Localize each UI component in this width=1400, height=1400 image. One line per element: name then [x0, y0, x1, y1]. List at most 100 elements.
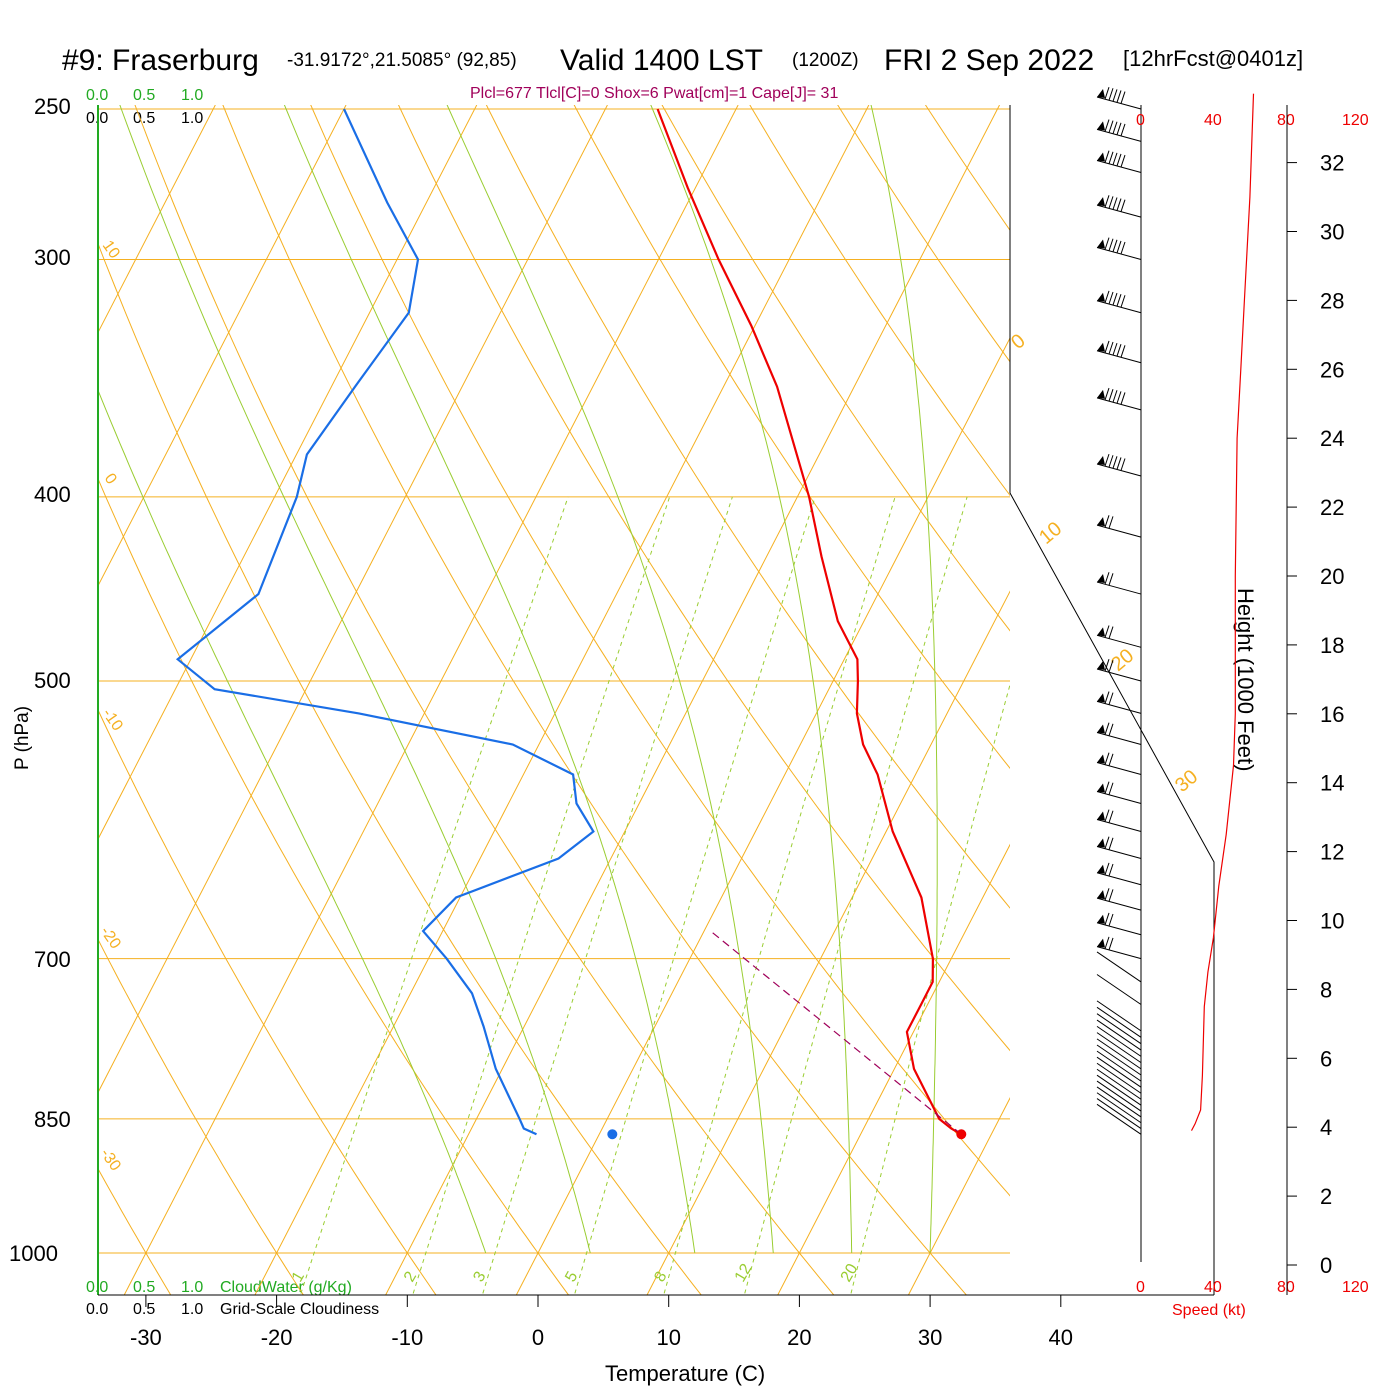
wind-barb-staff — [1096, 946, 1142, 960]
wind-barb-feather — [1112, 89, 1118, 102]
wind-barb-feather — [1116, 391, 1122, 404]
wind-barb — [1096, 1050, 1142, 1082]
wind-barb-feather — [1108, 389, 1114, 402]
isotherm-line — [385, 105, 1000, 1295]
wind-barb-staff — [1096, 1068, 1142, 1100]
wind-barb-staff — [1096, 397, 1142, 411]
wind-barb-staff — [1096, 1062, 1142, 1094]
wind-barb-flag — [1097, 517, 1105, 527]
dry-adiabat — [573, 105, 1010, 769]
wind-barb-feather — [1104, 809, 1110, 822]
x-axis-label: Temperature (C) — [605, 1361, 765, 1386]
speed-tick-top-80: 80 — [1277, 112, 1295, 129]
wind-barb-feather — [1108, 723, 1114, 736]
wind-barb-flag — [1097, 724, 1105, 734]
wind-barb-feather — [1108, 341, 1114, 355]
cloudwater-scale-bottom-1: 0.5 — [133, 1279, 155, 1296]
dry-adiabat — [222, 105, 968, 1295]
parcel-path-line — [710, 930, 962, 1135]
mixing-ratio-line — [743, 496, 968, 1295]
wind-speed-profile — [1190, 93, 1255, 1131]
height-tick-label: 0 — [1320, 1253, 1332, 1278]
height-tick-label: 8 — [1320, 977, 1332, 1002]
wind-barb-staff — [1096, 1006, 1142, 1038]
cloudiness-scale-bottom-1: 0.5 — [133, 1301, 155, 1318]
dew-point-line — [175, 108, 595, 1136]
dry-adiabat — [310, 105, 1010, 1197]
wind-barb — [1096, 1044, 1142, 1076]
wind-barb-feather — [1116, 294, 1122, 307]
wind-barb-staff — [1096, 204, 1142, 218]
dry-adiabat — [98, 1167, 172, 1295]
moist-adiabat — [870, 105, 938, 1254]
dry-adiabat — [98, 242, 702, 1295]
mixing-ratio-line — [663, 496, 896, 1295]
dry-adiabat — [98, 938, 304, 1295]
wind-barb-staff — [1096, 1056, 1142, 1088]
wind-barb-feather — [1120, 345, 1126, 358]
wind-barb-staff — [1096, 1013, 1142, 1045]
wind-barb — [1096, 781, 1142, 804]
mixing-ratio-line — [573, 496, 816, 1295]
wind-barb-flag — [1097, 121, 1105, 131]
wind-barb — [1096, 1056, 1142, 1088]
wind-barb-feather — [1104, 340, 1110, 354]
wind-barb-staff — [1096, 762, 1142, 776]
adiabat-label: 10 — [1035, 518, 1066, 549]
wind-barb-staff — [1096, 1000, 1142, 1032]
wind-barb-feather — [1108, 196, 1114, 209]
wind-barbs — [1096, 87, 1142, 1135]
height-tick-label: 28 — [1320, 288, 1344, 313]
cloudiness-scale-top-1: 0.5 — [133, 110, 155, 127]
wind-barb-feather — [1108, 937, 1114, 951]
wind-barb — [1096, 87, 1142, 110]
wind-barb-flag — [1097, 152, 1105, 162]
isotherm-line — [98, 105, 347, 587]
wind-barb-flag — [1097, 627, 1105, 637]
wind-barb-feather — [1104, 936, 1110, 950]
pressure-label-1000: 1000 — [9, 1241, 58, 1266]
wind-barb — [1096, 836, 1142, 859]
wind-barb-flag — [1097, 938, 1105, 948]
isotherm-line — [123, 105, 739, 1295]
mixing-ratio-line — [412, 496, 671, 1295]
wind-barb-staff — [1096, 128, 1142, 142]
wind-barb-staff — [1096, 1032, 1142, 1064]
wind-barb-feather — [1108, 516, 1114, 529]
wind-barb-feather — [1120, 458, 1126, 471]
wind-barb-flag — [1097, 783, 1105, 793]
dry-adiabat — [1142, 40, 1400, 1301]
pressure-label-400: 400 — [34, 482, 71, 507]
speed-tick-top-0: 0 — [1136, 112, 1145, 129]
wind-barb — [1096, 1006, 1142, 1038]
height-tick-label: 14 — [1320, 771, 1344, 796]
wind-barb-feather — [1104, 625, 1110, 638]
dry-adiabat — [98, 708, 437, 1295]
wind-barb-feather — [1116, 198, 1122, 211]
cloudwater-scale-top-2: 1.0 — [181, 87, 203, 104]
height-tick-label: 26 — [1320, 357, 1344, 382]
speed-tick-bottom-0: 0 — [1136, 1279, 1145, 1296]
wind-barb-feather — [1108, 913, 1114, 927]
height-tick-label: 20 — [1320, 564, 1344, 589]
wind-barb-feather — [1108, 573, 1114, 586]
wind-barb-flag — [1097, 914, 1105, 924]
wind-barb-feather — [1116, 90, 1122, 103]
cloudiness-scale-top-2: 1.0 — [181, 110, 203, 127]
valid-time: Valid 1400 LST — [560, 44, 763, 77]
mixing-ratio-label: 20 — [838, 1261, 862, 1285]
height-tick-label: 22 — [1320, 495, 1344, 520]
wind-barb-flag — [1097, 292, 1105, 302]
speed-tick-bottom-40: 40 — [1204, 1279, 1222, 1296]
surface-points — [607, 1129, 967, 1140]
wind-barb — [1096, 936, 1142, 960]
wind-barb-feather — [1108, 753, 1114, 766]
plot-right-boundary — [1009, 105, 1215, 1295]
cloudiness-label: Grid-Scale Cloudiness — [220, 1301, 379, 1318]
wind-barb — [1096, 290, 1142, 314]
wind-barb-staff — [1096, 1098, 1142, 1129]
cloudwater-scale-top-1: 0.5 — [133, 87, 155, 104]
wind-barb — [1096, 119, 1142, 142]
wind-barb-flag — [1097, 661, 1105, 670]
